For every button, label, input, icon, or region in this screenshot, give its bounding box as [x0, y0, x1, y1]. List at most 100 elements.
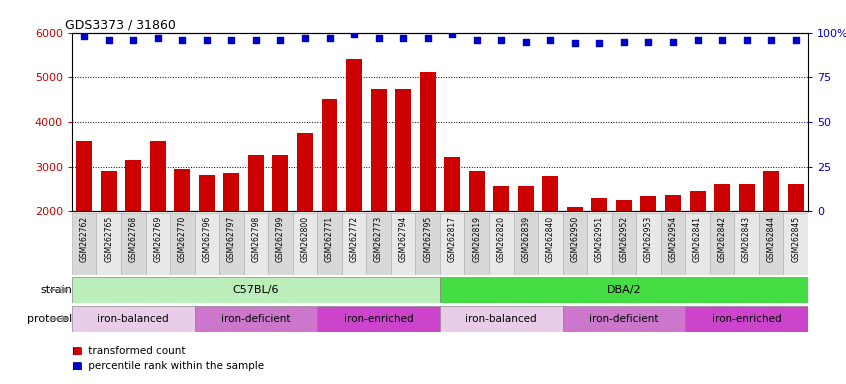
Point: [494, 37, 508, 43]
Point: [739, 37, 753, 43]
Bar: [371, 89, 387, 211]
Text: ■  percentile rank within the sample: ■ percentile rank within the sample: [72, 361, 264, 371]
Point: [249, 37, 262, 43]
Point: [445, 31, 459, 38]
Text: GSM262951: GSM262951: [595, 216, 604, 262]
Bar: [591, 198, 607, 211]
Bar: [76, 141, 92, 211]
Bar: [440, 213, 464, 275]
Text: GSM262771: GSM262771: [325, 216, 334, 262]
Bar: [563, 306, 685, 332]
Point: [470, 37, 483, 43]
Text: GSM262954: GSM262954: [668, 216, 678, 262]
Text: GSM262820: GSM262820: [497, 216, 506, 262]
Bar: [636, 213, 661, 275]
Text: GSM262845: GSM262845: [791, 216, 800, 262]
Point: [77, 33, 91, 39]
Text: GSM262842: GSM262842: [717, 216, 727, 262]
Text: GSM262796: GSM262796: [202, 216, 212, 262]
Bar: [710, 213, 734, 275]
Bar: [72, 277, 440, 303]
Bar: [612, 213, 636, 275]
Bar: [542, 176, 558, 211]
Text: GSM262799: GSM262799: [276, 216, 285, 262]
Bar: [317, 213, 342, 275]
Bar: [788, 184, 804, 211]
Bar: [440, 306, 563, 332]
Point: [347, 31, 360, 38]
Bar: [96, 213, 121, 275]
Text: GSM262844: GSM262844: [766, 216, 776, 262]
Point: [592, 40, 606, 46]
Point: [788, 37, 802, 43]
Point: [298, 35, 311, 41]
Bar: [616, 200, 632, 211]
Bar: [244, 213, 268, 275]
Point: [200, 37, 213, 43]
Bar: [101, 172, 117, 211]
Text: GSM262797: GSM262797: [227, 216, 236, 262]
Point: [322, 35, 336, 41]
Bar: [195, 306, 317, 332]
Point: [273, 37, 287, 43]
Bar: [297, 132, 313, 211]
Point: [617, 38, 630, 45]
Bar: [665, 195, 681, 211]
Bar: [366, 213, 391, 275]
Bar: [661, 213, 685, 275]
Point: [420, 35, 434, 41]
Text: GSM262798: GSM262798: [251, 216, 261, 262]
Text: protocol: protocol: [27, 314, 72, 324]
Bar: [783, 213, 808, 275]
Bar: [714, 184, 730, 211]
Bar: [420, 72, 436, 211]
Bar: [739, 184, 755, 211]
Bar: [199, 175, 215, 211]
Point: [568, 40, 581, 46]
Bar: [518, 186, 534, 211]
Bar: [342, 213, 366, 275]
Bar: [464, 213, 489, 275]
Text: GSM262839: GSM262839: [521, 216, 530, 262]
Point: [224, 37, 238, 43]
Text: iron-balanced: iron-balanced: [465, 314, 537, 324]
Text: GSM262769: GSM262769: [153, 216, 162, 262]
Bar: [567, 207, 583, 211]
Text: GSM262794: GSM262794: [398, 216, 408, 262]
Text: C57BL/6: C57BL/6: [233, 285, 279, 295]
Bar: [248, 156, 264, 211]
Text: GSM262765: GSM262765: [104, 216, 113, 262]
Point: [175, 37, 189, 43]
Point: [715, 37, 728, 43]
Bar: [685, 306, 808, 332]
Point: [102, 37, 115, 43]
Text: GSM262841: GSM262841: [693, 216, 702, 262]
Text: GSM262843: GSM262843: [742, 216, 751, 262]
Bar: [734, 213, 759, 275]
Bar: [125, 160, 141, 211]
Point: [641, 38, 655, 45]
Text: GSM262950: GSM262950: [570, 216, 580, 262]
Point: [371, 35, 385, 41]
Text: GSM262953: GSM262953: [644, 216, 653, 262]
Bar: [514, 213, 538, 275]
Bar: [469, 172, 485, 211]
Point: [690, 37, 704, 43]
Point: [396, 35, 409, 41]
Text: GSM262800: GSM262800: [300, 216, 310, 262]
Bar: [391, 213, 415, 275]
Text: GSM262952: GSM262952: [619, 216, 629, 262]
Bar: [223, 173, 239, 211]
Bar: [72, 306, 195, 332]
Bar: [763, 171, 779, 211]
Text: iron-deficient: iron-deficient: [589, 314, 659, 324]
Bar: [272, 156, 288, 211]
Text: ■: ■: [72, 361, 82, 371]
Bar: [195, 213, 219, 275]
Bar: [493, 186, 509, 211]
Text: iron-balanced: iron-balanced: [97, 314, 169, 324]
Bar: [563, 213, 587, 275]
Bar: [121, 213, 146, 275]
Bar: [759, 213, 783, 275]
Point: [151, 35, 164, 41]
